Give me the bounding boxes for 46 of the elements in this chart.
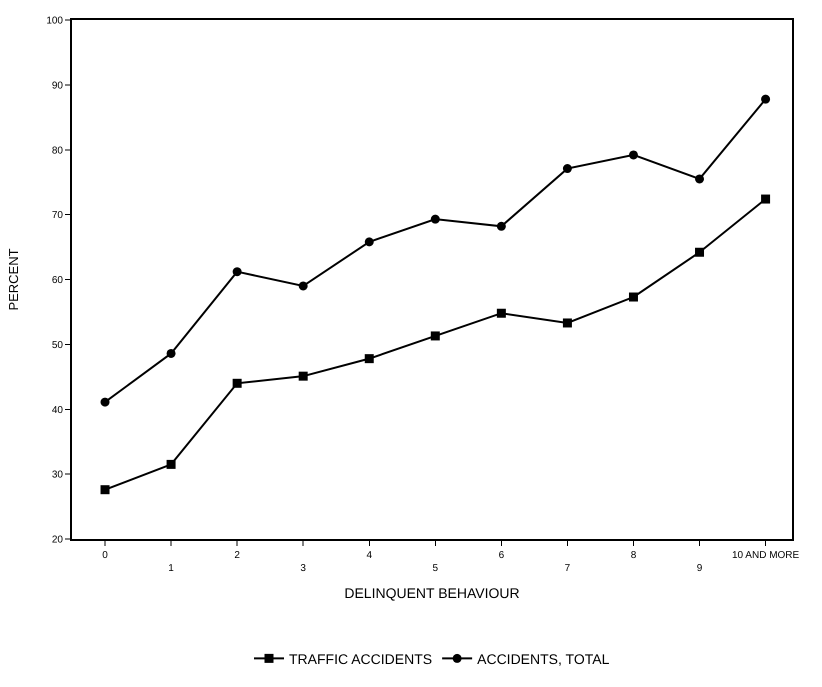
point (695, 248, 704, 257)
point (761, 94, 770, 104)
x-tick-label: 6 (498, 550, 505, 561)
x-tick-label: 1 (168, 563, 174, 574)
point (496, 222, 506, 231)
point (232, 378, 242, 388)
point (166, 348, 176, 358)
y-tick-label: 80 (52, 145, 64, 156)
point (100, 398, 110, 407)
point (298, 281, 308, 290)
x-tick-label: 2 (234, 550, 240, 561)
point (761, 194, 770, 204)
x-axis-title: DELINQUENT BEHAVIOUR (344, 584, 520, 601)
point (562, 318, 572, 328)
point (100, 485, 110, 494)
point (232, 267, 242, 276)
y-tick-label: 20 (52, 534, 64, 546)
y-tick-label: 70 (52, 210, 64, 222)
legend-label: ACCIDENTS, TOTAL (477, 650, 610, 667)
point (364, 354, 374, 364)
point (298, 372, 308, 381)
y-tick-label: 40 (52, 404, 64, 416)
x-tick-label: 10 AND MORE (732, 550, 800, 561)
x-tick-label: 9 (696, 563, 703, 574)
point (364, 237, 374, 246)
point (628, 292, 638, 302)
x-tick-label: 7 (564, 563, 571, 574)
point (430, 214, 440, 224)
y-axis-title: PERCENT (6, 248, 21, 311)
y-tick-label: 90 (52, 80, 64, 92)
y-tick-label: 100 (46, 16, 64, 26)
legend-label: TRAFFIC ACCIDENTS (289, 650, 432, 667)
x-tick-label: 0 (102, 550, 108, 561)
point (496, 308, 506, 318)
point (562, 164, 572, 174)
x-tick-label: 4 (366, 550, 372, 561)
point (430, 331, 440, 340)
y-tick-label: 60 (52, 275, 64, 286)
y-tick-label: 30 (52, 470, 64, 481)
point (628, 150, 638, 160)
point (166, 460, 176, 469)
x-tick-label: 3 (300, 563, 306, 574)
x-tick-label: 8 (630, 550, 637, 561)
y-tick-label: 50 (52, 340, 64, 351)
x-tick-label: 5 (432, 563, 439, 574)
point (695, 174, 704, 184)
